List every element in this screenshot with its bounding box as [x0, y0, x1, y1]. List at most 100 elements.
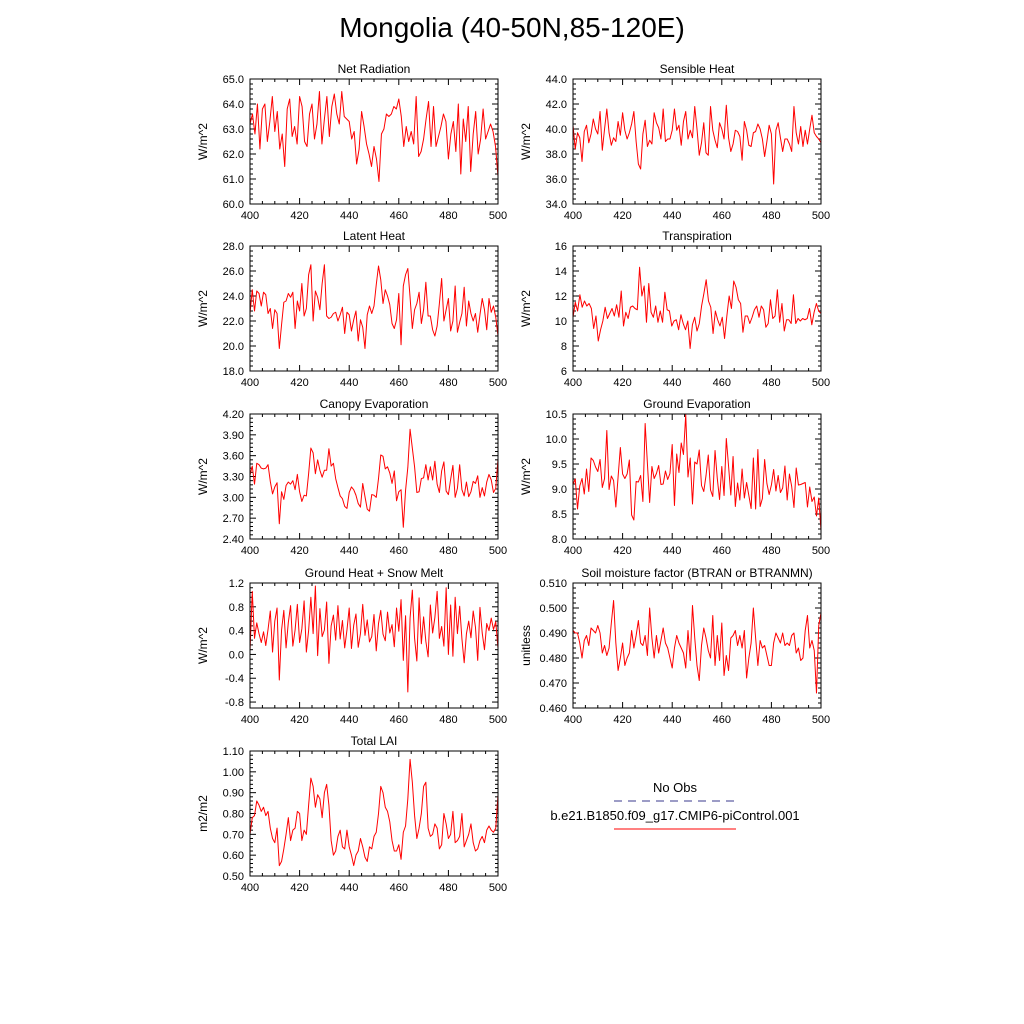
x-tick-label: 460 — [390, 714, 408, 726]
series-line-sensible-heat — [572, 104, 822, 185]
legend: No Obs b.e21.B1850.f09_g17.CMIP6-piContr… — [550, 780, 800, 830]
y-tick-label: 0.500 — [539, 603, 567, 615]
x-tick-label: 460 — [390, 210, 408, 222]
chart-panel-soil-moisture-factor-btran-or-btranmn: Soil moisture factor (BTRAN or BTRANMN) u… — [519, 566, 830, 726]
x-tick-label: 460 — [713, 210, 731, 222]
series-line-net-radiation — [249, 91, 499, 182]
plot-frame-canopy-evaporation — [249, 413, 499, 540]
x-tick-label: 460 — [713, 377, 731, 389]
x-tick-label: 460 — [390, 882, 408, 894]
chart-panel-sensible-heat: Sensible Heat W/m^2 400 420 440 460 480 500 34.0… — [519, 62, 830, 222]
x-tick-label: 460 — [713, 545, 731, 557]
y-tick-label: 36.0 — [546, 174, 567, 186]
x-tick-label: 440 — [340, 210, 358, 222]
y-tick-label: 0.50 — [223, 871, 244, 883]
x-tick-label: 420 — [290, 210, 308, 222]
y-tick-label: 28.0 — [223, 241, 244, 253]
x-tick-label: 440 — [340, 377, 358, 389]
x-tick-label: 460 — [390, 377, 408, 389]
y-tick-label: 2.40 — [223, 534, 244, 546]
chart-panel-transpiration: Transpiration W/m^2 400 420 440 460 480 500 6 8 10… — [519, 229, 830, 389]
y-tick-label: 0.8 — [229, 602, 244, 614]
x-tick-label: 440 — [663, 210, 681, 222]
y-tick-label: 22.0 — [223, 316, 244, 328]
y-tick-label: -0.4 — [225, 673, 244, 685]
x-tick-label: 400 — [241, 882, 259, 894]
x-tick-label: 500 — [812, 714, 830, 726]
x-tick-label: 480 — [439, 714, 457, 726]
x-tick-label: 400 — [564, 377, 582, 389]
y-tick-label: 1.10 — [223, 746, 244, 758]
y-axis-label-ground-heat-snow-melt: W/m^2 — [196, 627, 210, 664]
x-tick-label: 480 — [439, 882, 457, 894]
y-tick-label: 38.0 — [546, 149, 567, 161]
x-tick-label: 420 — [290, 882, 308, 894]
x-tick-label: 500 — [489, 377, 507, 389]
y-tick-label: 10.5 — [546, 409, 567, 421]
y-tick-label: 3.60 — [223, 451, 244, 463]
y-tick-label: 1.00 — [223, 767, 244, 779]
y-axis-label-soil-moisture-factor-btran-or-btranmn: unitless — [519, 625, 533, 666]
y-tick-label: 44.0 — [546, 74, 567, 86]
legend-entry-label-no-obs: No Obs — [653, 780, 698, 795]
y-tick-label: 8.5 — [552, 509, 567, 521]
y-tick-label: 0.490 — [539, 628, 567, 640]
y-tick-label: 10 — [555, 316, 567, 328]
plot-frame-soil-moisture-factor-btran-or-btranmn — [572, 582, 822, 709]
y-tick-label: 65.0 — [223, 74, 244, 86]
x-tick-label: 500 — [812, 210, 830, 222]
y-tick-label: 4.20 — [223, 409, 244, 421]
y-axis-label-transpiration: W/m^2 — [519, 290, 533, 327]
x-tick-label: 440 — [340, 714, 358, 726]
x-tick-label: 400 — [241, 210, 259, 222]
x-tick-label: 460 — [390, 545, 408, 557]
y-tick-label: 1.2 — [229, 578, 244, 590]
x-tick-label: 500 — [489, 882, 507, 894]
chart-panel-ground-evaporation: Ground Evaporation W/m^2 400 420 440 460 480 50… — [519, 397, 830, 557]
x-tick-label: 420 — [290, 377, 308, 389]
x-tick-label: 420 — [613, 545, 631, 557]
y-tick-label: 0.0 — [229, 649, 244, 661]
y-tick-label: 16 — [555, 241, 567, 253]
y-axis-label-sensible-heat: W/m^2 — [519, 123, 533, 160]
x-tick-label: 460 — [713, 714, 731, 726]
x-tick-label: 400 — [564, 714, 582, 726]
y-tick-label: 9.0 — [552, 484, 567, 496]
chart-panel-latent-heat: Latent Heat W/m^2 400 420 440 460 480 500 18.0 20… — [196, 229, 507, 389]
x-tick-label: 480 — [439, 545, 457, 557]
y-tick-label: 3.90 — [223, 430, 244, 442]
x-tick-label: 440 — [663, 377, 681, 389]
chart-title-ground-evaporation: Ground Evaporation — [643, 397, 750, 411]
x-tick-label: 480 — [762, 377, 780, 389]
x-tick-label: 440 — [340, 545, 358, 557]
plot-frame-ground-evaporation — [572, 413, 822, 540]
y-tick-label: 0.80 — [223, 809, 244, 821]
x-tick-label: 500 — [812, 377, 830, 389]
y-tick-label: 24.0 — [223, 291, 244, 303]
x-tick-label: 400 — [241, 377, 259, 389]
y-tick-label: 9.5 — [552, 459, 567, 471]
chart-title-canopy-evaporation: Canopy Evaporation — [320, 397, 429, 411]
plot-frame-net-radiation — [249, 78, 499, 205]
y-tick-label: 0.90 — [223, 788, 244, 800]
chart-panel-canopy-evaporation: Canopy Evaporation W/m^2 400 420 440 460 480 50… — [196, 397, 507, 557]
y-tick-label: 0.70 — [223, 829, 244, 841]
chart-title-latent-heat: Latent Heat — [343, 229, 406, 243]
chart-title-transpiration: Transpiration — [662, 229, 732, 243]
y-tick-label: 34.0 — [546, 199, 567, 211]
y-tick-label: 3.30 — [223, 472, 244, 484]
x-tick-label: 400 — [241, 545, 259, 557]
chart-panel-ground-heat-snow-melt: Ground Heat + Snow Melt W/m^2 400 420 440 460… — [196, 566, 507, 726]
y-tick-label: 40.0 — [546, 124, 567, 136]
y-tick-label: 0.4 — [229, 626, 244, 638]
y-tick-label: 8.0 — [552, 534, 567, 546]
x-tick-label: 400 — [564, 545, 582, 557]
chart-title-total-lai: Total LAI — [351, 734, 398, 748]
x-tick-label: 420 — [290, 714, 308, 726]
x-tick-label: 420 — [613, 210, 631, 222]
x-tick-label: 420 — [290, 545, 308, 557]
chart-title-net-radiation: Net Radiation — [338, 62, 411, 76]
y-tick-label: 8 — [561, 341, 567, 353]
y-tick-label: -0.8 — [225, 697, 244, 709]
